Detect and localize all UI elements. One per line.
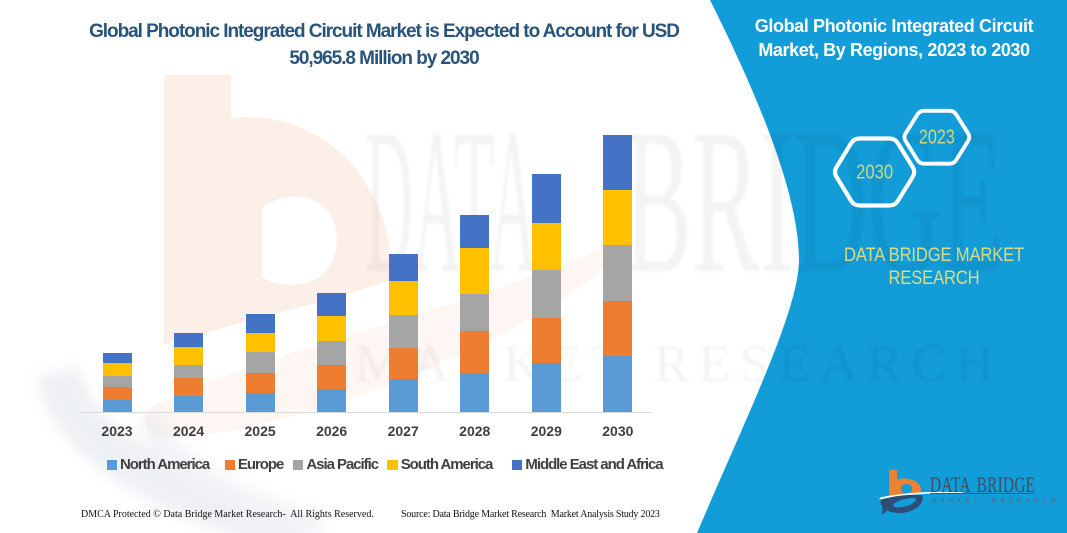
svg-text:2030: 2030 [856, 161, 893, 184]
svg-text:2023: 2023 [919, 127, 955, 149]
